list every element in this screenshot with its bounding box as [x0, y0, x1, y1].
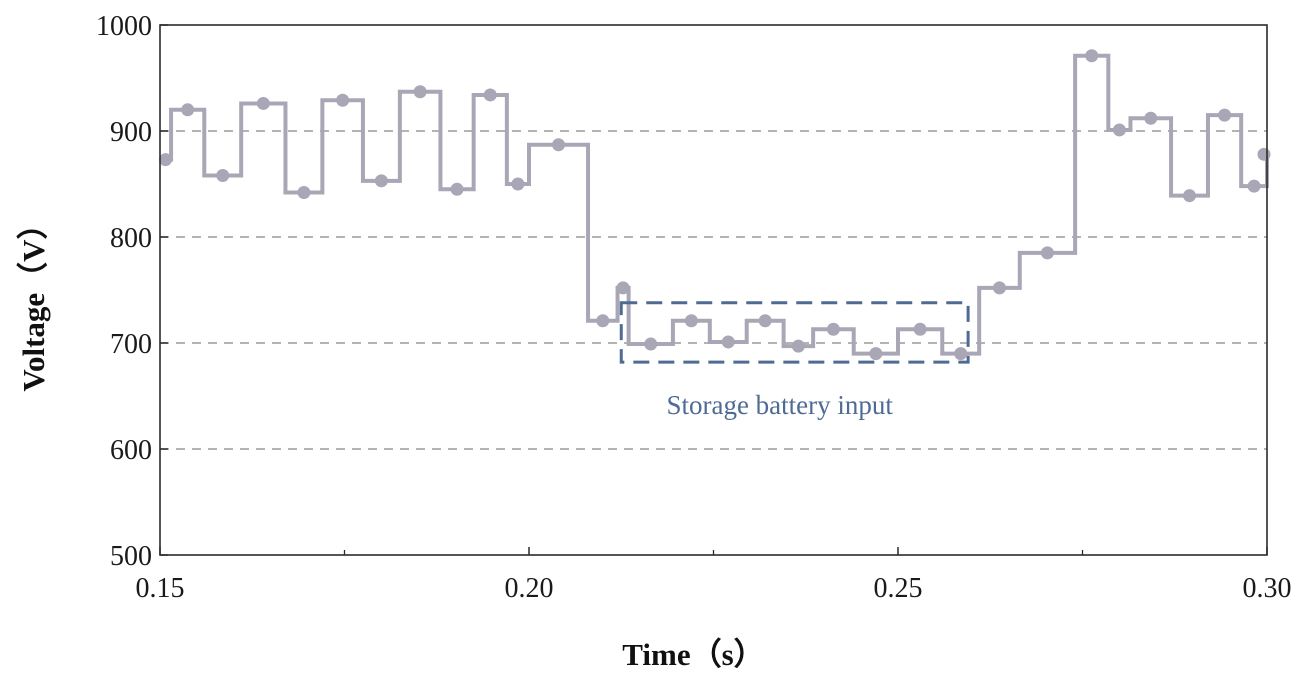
data-point	[256, 96, 270, 110]
data-point	[616, 281, 630, 295]
data-point	[374, 174, 388, 188]
data-point	[1247, 179, 1261, 193]
data-point	[511, 177, 525, 191]
annotation-layer: Storage battery input	[619, 301, 970, 420]
x-tick-label: 0.15	[136, 573, 185, 604]
data-point	[483, 88, 497, 102]
plot-frame	[159, 24, 1268, 556]
data-point	[1183, 189, 1197, 203]
y-tick-label: 1000	[96, 11, 152, 42]
annotation-label: Storage battery input	[666, 390, 893, 420]
ticks-layer: 500 600 700 800 900 1000 0.15 0.20 0.25 0.30	[96, 11, 1292, 604]
data-point	[644, 337, 658, 351]
data-point	[954, 347, 968, 361]
data-point	[1112, 123, 1126, 137]
x-tick-label: 0.30	[1243, 573, 1292, 604]
y-tick-label: 600	[110, 435, 152, 466]
data-point	[159, 153, 173, 167]
x-tick-label: 0.25	[874, 573, 923, 604]
series-layer	[159, 49, 1271, 361]
x-axis-title: Time（s）	[622, 637, 764, 672]
data-point	[1257, 147, 1271, 161]
data-point	[1218, 108, 1232, 122]
y-tick-label: 900	[110, 117, 152, 148]
data-point	[181, 103, 195, 117]
x-tick-label: 0.20	[505, 573, 554, 604]
data-point	[596, 314, 610, 328]
data-point	[913, 322, 927, 336]
data-point	[1085, 49, 1099, 63]
data-point	[297, 185, 311, 199]
data-point	[869, 347, 883, 361]
data-point	[413, 85, 427, 99]
y-tick-label: 500	[110, 541, 152, 572]
series-step-line	[160, 53, 1269, 356]
annotation-box	[619, 301, 970, 364]
data-point	[791, 339, 805, 353]
data-point	[721, 335, 735, 349]
data-point	[826, 322, 840, 336]
data-point	[992, 281, 1006, 295]
y-tick-label: 700	[110, 329, 152, 360]
data-point	[216, 169, 230, 183]
y-axis-title: Voltage（V）	[16, 208, 51, 391]
data-point	[450, 182, 464, 196]
y-tick-label: 800	[110, 223, 152, 254]
data-point	[758, 314, 772, 328]
grid-lines	[160, 130, 1267, 450]
data-point	[1144, 111, 1158, 125]
data-point	[336, 93, 350, 107]
data-point	[552, 138, 566, 152]
data-point	[1040, 246, 1054, 260]
data-point	[684, 314, 698, 328]
